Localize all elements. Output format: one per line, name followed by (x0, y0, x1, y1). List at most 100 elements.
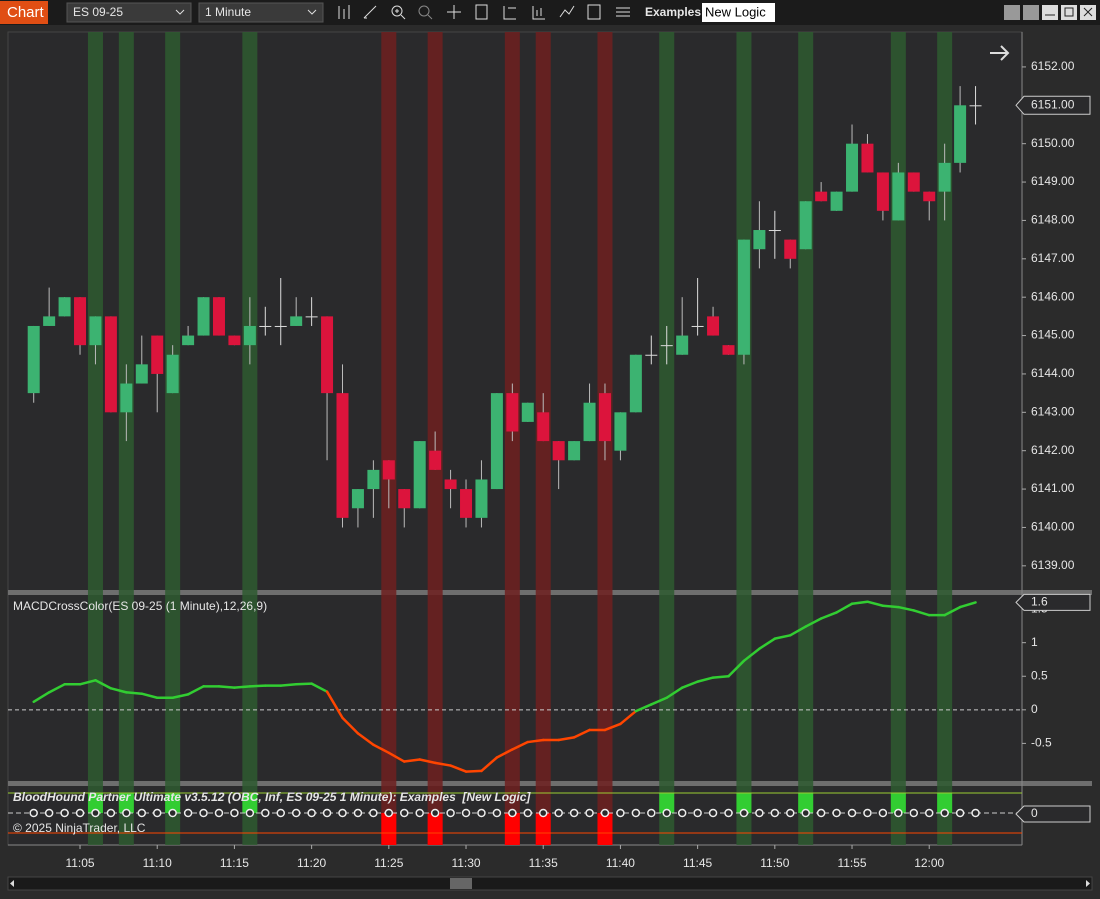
candle-body (259, 325, 272, 327)
x-tick-label: 11:55 (837, 856, 866, 870)
macd-segment (881, 604, 900, 609)
macd-segment (619, 709, 638, 726)
candle-body (413, 441, 426, 509)
signal-dot (631, 808, 641, 818)
candle-body (274, 325, 287, 327)
macd-segment (572, 728, 591, 739)
signal-dot (415, 808, 424, 818)
x-tick-label: 11:20 (297, 856, 326, 870)
value-marker (1015, 805, 1091, 823)
macd-segment (557, 736, 576, 742)
y-tick-label: 6148.00 (1031, 213, 1075, 227)
signal-dot (832, 808, 841, 818)
candle-body (537, 412, 550, 442)
candle-body (135, 364, 148, 384)
y-tick-label: 6147.00 (1031, 251, 1075, 265)
long-signal-band (798, 32, 814, 845)
y-tick-label: 6142.00 (1031, 443, 1075, 457)
x-tick-label: 12:00 (914, 856, 944, 870)
signal-dot (677, 808, 687, 818)
candle-body (737, 239, 750, 355)
signal-dot (307, 808, 316, 818)
macd-segment (233, 685, 252, 689)
interval-select[interactable] (198, 2, 324, 23)
candle-body (707, 316, 720, 336)
candle-body (568, 441, 581, 461)
candle-body (182, 335, 195, 346)
signal-dot (662, 808, 671, 818)
macd-segment (773, 634, 792, 640)
dropdown-arrow (307, 9, 317, 15)
scrollbar-thumb[interactable] (450, 878, 472, 889)
y-tick-label: 6150.00 (1031, 136, 1075, 150)
candle-body (614, 412, 627, 451)
signal-block (890, 793, 906, 813)
signal-dot (847, 808, 857, 818)
macd-segment (758, 637, 777, 650)
indicator-title: BloodHound Partner Ultimate v3.5.12 (OBC… (13, 790, 531, 804)
signal-dot (693, 808, 702, 818)
y-tick-label: 6146.00 (1031, 289, 1075, 303)
signal-dot (75, 808, 85, 818)
signal-dot (276, 808, 285, 818)
macd-segment (634, 703, 653, 713)
candle-body (815, 191, 828, 202)
macd-segment (94, 679, 113, 690)
candle-body (923, 191, 936, 202)
signal-block (659, 793, 675, 813)
macd-segment (140, 692, 159, 699)
last-value-marker (1015, 593, 1091, 611)
candle-body (552, 441, 565, 461)
signal-dot (384, 808, 394, 818)
signal-dot (369, 808, 378, 818)
macd-segment (125, 691, 144, 695)
window-buttons[interactable] (1004, 5, 1096, 20)
signal-block (535, 813, 551, 845)
signal-dot (554, 808, 563, 818)
long-signal-band (736, 32, 752, 845)
macd-segment (680, 680, 699, 689)
signal-dot (291, 808, 301, 818)
signal-dot (724, 808, 733, 818)
macd-segment (464, 769, 483, 773)
macd-segment (912, 609, 931, 617)
y-tick-label: 6141.00 (1031, 481, 1075, 495)
macd-segment (958, 601, 977, 609)
workspace-value: New Logic (705, 4, 766, 19)
candle-body (490, 393, 503, 490)
workspace-label: Examples (645, 5, 701, 19)
toolbar-icons[interactable] (338, 4, 630, 20)
candle-body (784, 239, 797, 259)
signal-dot (878, 808, 888, 818)
scrollbar[interactable] (7, 876, 1093, 891)
macd-segment (325, 690, 344, 720)
signal-dot (538, 808, 548, 818)
y-tick-label: 6143.00 (1031, 404, 1075, 418)
macd-segment (742, 647, 761, 663)
signal-dot (60, 808, 69, 818)
macd-segment (279, 683, 298, 687)
instrument-select[interactable] (66, 2, 192, 23)
macd-segment (526, 738, 545, 744)
signal-dot (647, 808, 656, 818)
signal-dot (461, 808, 471, 818)
signal-dot (446, 808, 455, 818)
signal-dot (816, 808, 826, 818)
chart-tab[interactable] (0, 1, 48, 24)
workspace-input[interactable] (702, 3, 775, 22)
candle-body (74, 297, 87, 346)
signal-block (165, 793, 181, 813)
y-tick-label: 0 (1031, 806, 1038, 820)
signal-block (242, 793, 258, 813)
signal-dot (523, 808, 533, 818)
candle-body (351, 489, 364, 509)
macd-segment (650, 696, 668, 706)
candle-body (768, 230, 781, 232)
scroll-to-end[interactable] (990, 45, 1010, 61)
candle-body (830, 191, 843, 211)
candle-body (521, 402, 534, 422)
short-signal-band (381, 32, 397, 845)
macd-segment (403, 758, 421, 763)
instrument-label: ES 09-25 (73, 5, 123, 19)
signal-dot (214, 808, 224, 818)
